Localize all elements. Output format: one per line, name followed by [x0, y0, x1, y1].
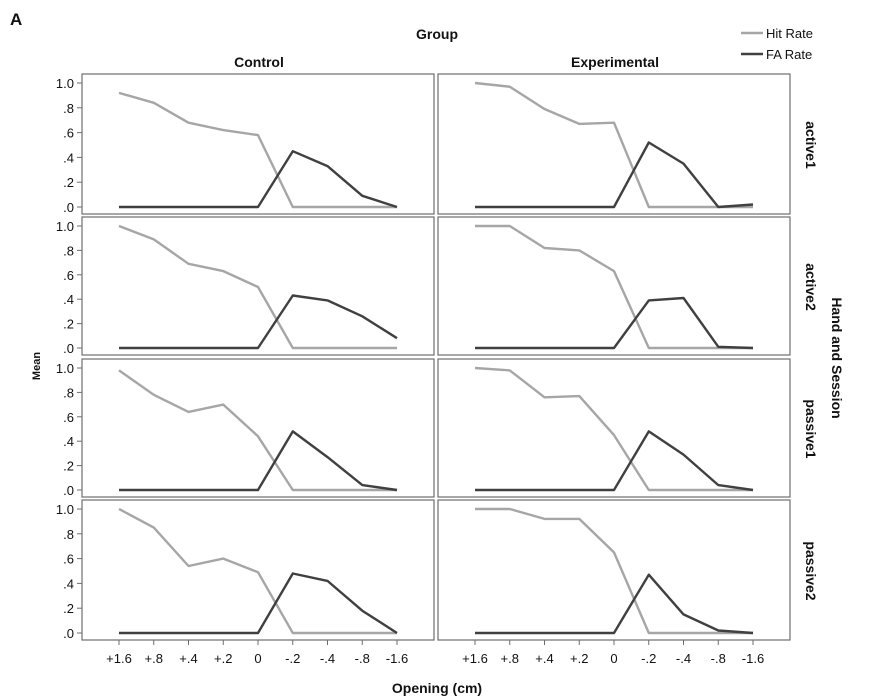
x-tick-label: +.4: [535, 651, 553, 666]
y-tick-label: .6: [63, 410, 74, 425]
column-header-experimental: Experimental: [571, 54, 659, 70]
y-tick-label: .6: [63, 126, 74, 141]
x-tick-label: -.2: [641, 651, 656, 666]
panel-passive1-control: .0 .2 .4 .6 .8 1.0: [56, 358, 435, 498]
y-tick-label: .8: [63, 527, 74, 542]
y-tick-label: .0: [63, 483, 74, 498]
x-tick-label: +1.6: [106, 651, 132, 666]
y-tick-label: .0: [63, 626, 74, 641]
panel-frame: [437, 358, 791, 498]
panel-active2-experimental: [437, 216, 791, 356]
row-group-label: Hand and Session: [829, 297, 845, 418]
legend: Hit Rate FA Rate: [741, 26, 813, 62]
y-tick-label: 1.0: [56, 361, 74, 376]
y-tick-label: 1.0: [56, 219, 74, 234]
row-header-active2: active2: [803, 263, 819, 311]
x-tick-label: -.4: [320, 651, 335, 666]
x-tick-label: -.2: [285, 651, 300, 666]
series-line-fa-rate: [119, 149, 398, 209]
y-tick-label: .4: [63, 576, 74, 591]
panel-frame: [437, 73, 791, 215]
y-tick-label: .8: [63, 243, 74, 258]
column-header-control: Control: [234, 54, 284, 70]
x-tick-label: +1.6: [462, 651, 488, 666]
row-header-passive2: passive2: [803, 541, 819, 600]
x-tick-label: +.8: [145, 651, 163, 666]
panel-passive2-control: .0 .2 .4 .6 .8 1.0 +1.6 +.8 +.4 +.2 0 -.2 -.4 -.8 -1.6: [56, 499, 435, 666]
panel-passive1-experimental: [437, 358, 791, 498]
y-tick-label: 1.0: [56, 502, 74, 517]
panel-frame: [81, 358, 435, 498]
x-tick-label: -.8: [711, 651, 726, 666]
y-tick-label: .0: [63, 200, 74, 215]
series-line-fa-rate: [475, 296, 754, 350]
series-line-fa-rate: [475, 141, 754, 209]
series-line-hit-rate: [118, 91, 397, 209]
x-tick-label: -.4: [676, 651, 691, 666]
panel-letter: A: [10, 10, 22, 29]
panel-active1-experimental: [437, 73, 791, 215]
x-tick-label: +.8: [501, 651, 519, 666]
series-line-hit-rate: [118, 507, 397, 635]
panel-frame: [81, 499, 435, 641]
x-tick-label: +.2: [214, 651, 232, 666]
x-axis-label: Opening (cm): [392, 680, 482, 696]
y-tick-label: 1.0: [56, 76, 74, 91]
legend-fa-label: FA Rate: [766, 47, 812, 62]
series-line-hit-rate: [118, 224, 397, 350]
x-tick-label: +.2: [570, 651, 588, 666]
x-tick-label: -.8: [355, 651, 370, 666]
y-tick-label: .0: [63, 341, 74, 356]
y-tick-label: .4: [63, 150, 74, 165]
plot-panels: .0 .2 .4 .6 .8 1.0 .0 .2 .4 .6 .8 1.0 .0 .2 .4 .6 .8 1.0.…: [56, 73, 791, 666]
series-line-hit-rate: [118, 369, 397, 492]
panel-active1-control: .0 .2 .4 .6 .8 1.0: [56, 73, 435, 215]
x-tick-label: 0: [610, 651, 617, 666]
series-line-fa-rate: [475, 573, 754, 635]
series-line-fa-rate: [119, 294, 398, 350]
y-tick-label: .4: [63, 292, 74, 307]
y-tick-label: .6: [63, 268, 74, 283]
chart-title: Group: [416, 26, 458, 42]
row-header-passive1: passive1: [803, 399, 819, 458]
x-tick-label: +.4: [179, 651, 197, 666]
y-tick-label: .2: [63, 175, 74, 190]
series-line-fa-rate: [119, 572, 398, 635]
panel-frame: [437, 216, 791, 356]
y-tick-label: .2: [63, 317, 74, 332]
x-tick-label: -1.6: [386, 651, 408, 666]
series-line-hit-rate: [474, 366, 753, 492]
y-tick-label: .8: [63, 101, 74, 116]
series-line-hit-rate: [474, 81, 753, 209]
y-tick-label: .8: [63, 385, 74, 400]
x-tick-label: -1.6: [742, 651, 764, 666]
series-line-hit-rate: [475, 224, 753, 350]
series-line-fa-rate: [119, 430, 398, 492]
y-tick-label: .2: [63, 459, 74, 474]
y-tick-label: .2: [63, 601, 74, 616]
y-axis-label: Mean: [31, 352, 43, 380]
legend-hit-label: Hit Rate: [766, 26, 813, 41]
panel-passive2-experimental: +1.6 +.8 +.4 +.2 0 -.2 -.4 -.8 -1.6: [437, 499, 791, 666]
series-line-hit-rate: [475, 507, 753, 635]
panel-frame: [81, 73, 435, 215]
panel-frame: [437, 499, 791, 641]
x-tick-label: 0: [254, 651, 261, 666]
row-header-active1: active1: [803, 121, 819, 169]
series-line-fa-rate: [475, 430, 754, 492]
panel-active2-control: .0 .2 .4 .6 .8 1.0: [56, 216, 435, 356]
y-tick-label: .6: [63, 552, 74, 567]
y-tick-label: .4: [63, 434, 74, 449]
